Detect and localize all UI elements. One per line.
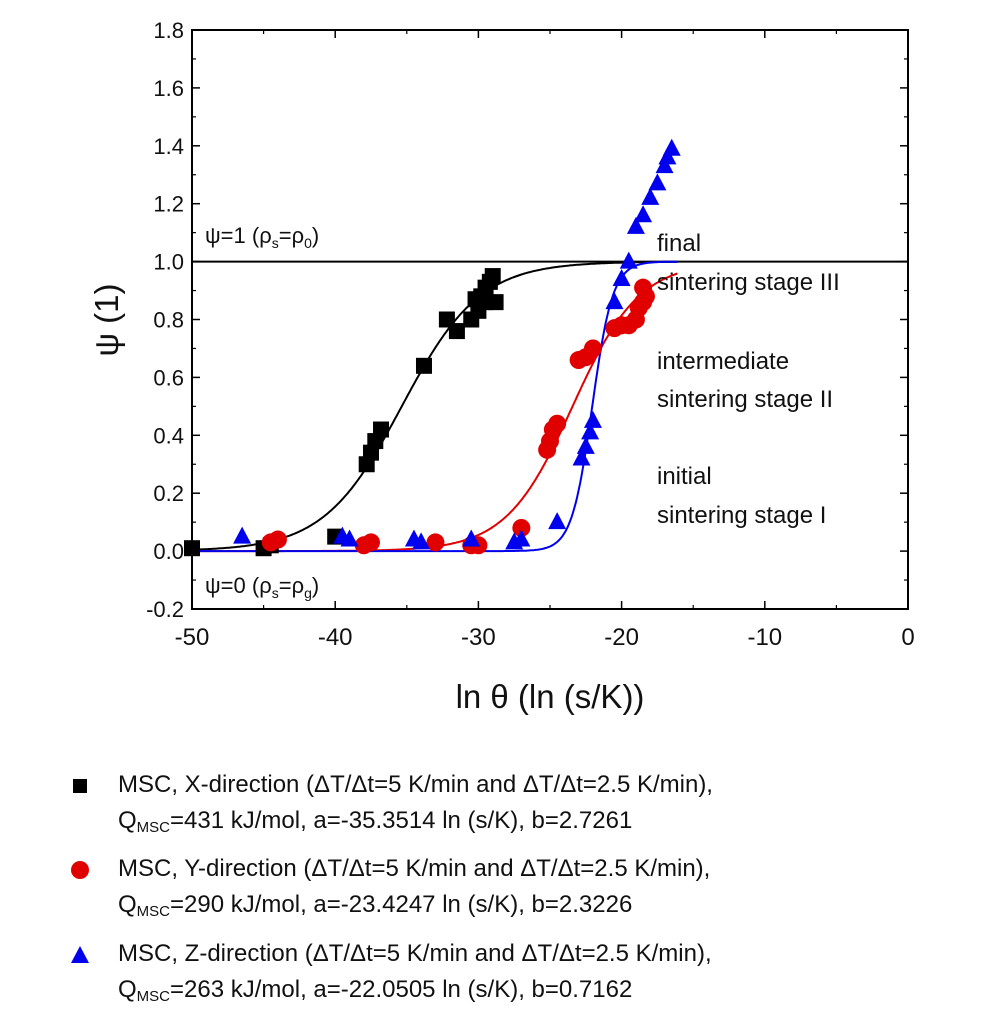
stage3-line1: final bbox=[657, 230, 701, 257]
data-point-triangle bbox=[626, 216, 645, 234]
x-tick-label: -50 bbox=[175, 624, 210, 651]
data-point-circle bbox=[426, 533, 445, 552]
y-axis-label: ψ (1) bbox=[88, 283, 125, 356]
data-point-circle bbox=[583, 339, 602, 358]
stage1-line1: initial bbox=[657, 463, 712, 490]
stage2-line2: sintering stage II bbox=[657, 386, 833, 413]
data-point-triangle bbox=[412, 532, 431, 550]
msc-chart: -50 -40 -30 -20 -10 0 -0.2 0.0 0.2 0.4 0.6 0.8 1.0 1.… bbox=[88, 18, 915, 715]
data-point-circle bbox=[268, 530, 287, 549]
data-point-triangle bbox=[576, 436, 595, 454]
data-point-triangle bbox=[648, 173, 667, 191]
data-point-square bbox=[184, 540, 200, 557]
data-point-triangle bbox=[233, 526, 252, 544]
y-tick-label: 0.8 bbox=[153, 308, 184, 333]
data-point-triangle bbox=[619, 251, 638, 269]
data-points bbox=[184, 138, 681, 557]
y-tick-label: 1.2 bbox=[153, 192, 184, 217]
data-point-triangle bbox=[462, 529, 481, 547]
fit-curve-2 bbox=[192, 260, 678, 553]
data-point-triangle bbox=[581, 422, 600, 440]
data-point-triangle bbox=[612, 268, 631, 286]
y-tick-label: 0.6 bbox=[153, 365, 184, 390]
data-point-triangle bbox=[583, 410, 602, 428]
fit-curves bbox=[191, 260, 678, 553]
fit-curve-1 bbox=[192, 272, 678, 553]
circle-marker-icon bbox=[71, 861, 89, 879]
annotation-psi0: ψ=0 (ρs=ρg) bbox=[205, 573, 319, 601]
data-point-circle bbox=[362, 533, 380, 552]
x-axis-label: ln θ (ln (s/K)) bbox=[456, 678, 645, 715]
data-point-triangle bbox=[512, 529, 531, 547]
stage3-line2: sintering stage III bbox=[657, 269, 840, 296]
legend-z-line2: QMSC=263 kJ/mol, a=-22.0505 ln (s/K), b=… bbox=[118, 976, 633, 1005]
axis-ticks: -50 -40 -30 -20 -10 0 -0.2 0.0 0.2 0.4 0.6 0.8 1.0 1.… bbox=[146, 18, 915, 651]
x-tick-label: -40 bbox=[318, 624, 353, 651]
legend-z-line1: MSC, Z-direction (ΔT/Δt=5 K/min and ΔT/Δ… bbox=[118, 940, 712, 967]
fit-curve-0 bbox=[191, 260, 678, 551]
y-tick-label: 0.4 bbox=[153, 423, 184, 448]
data-point-triangle bbox=[655, 156, 674, 174]
legend-y-line2: QMSC=290 kJ/mol, a=-23.4247 ln (s/K), b=… bbox=[118, 891, 633, 920]
data-point-triangle bbox=[340, 529, 359, 547]
legend-x-line2: QMSC=431 kJ/mol, a=-35.3514 ln (s/K), b=… bbox=[118, 807, 633, 836]
data-point-triangle bbox=[605, 292, 624, 310]
data-point-triangle bbox=[658, 147, 677, 165]
data-point-triangle bbox=[662, 138, 681, 156]
legend-y-line1: MSC, Y-direction (ΔT/Δt=5 K/min and ΔT/Δ… bbox=[118, 855, 711, 882]
y-tick-label: 1.0 bbox=[153, 250, 184, 275]
y-tick-label: -0.2 bbox=[146, 597, 184, 622]
x-tick-label: -20 bbox=[604, 624, 639, 651]
square-marker-icon bbox=[73, 779, 87, 793]
y-tick-label: 0.0 bbox=[153, 539, 184, 564]
y-tick-label: 1.4 bbox=[153, 134, 184, 159]
data-point-square bbox=[487, 294, 504, 311]
annotation-psi1: ψ=1 (ρs=ρ0) bbox=[205, 223, 319, 251]
data-point-circle bbox=[634, 278, 653, 297]
data-point-circle bbox=[548, 414, 567, 433]
data-point-square bbox=[415, 357, 432, 374]
data-point-triangle bbox=[641, 187, 660, 205]
x-tick-label: -30 bbox=[461, 624, 496, 651]
stage1-line2: sintering stage I bbox=[657, 502, 826, 529]
data-point-triangle bbox=[548, 512, 567, 530]
data-point-square bbox=[467, 291, 484, 308]
x-tick-label: -10 bbox=[747, 624, 782, 651]
data-point-square bbox=[373, 421, 390, 438]
data-point-square bbox=[448, 323, 465, 340]
data-point-square bbox=[484, 268, 501, 285]
data-point-triangle bbox=[634, 205, 653, 223]
stage2-line1: intermediate bbox=[657, 348, 789, 375]
triangle-marker-icon bbox=[71, 946, 89, 963]
legend-x-line1: MSC, X-direction (ΔT/Δt=5 K/min and ΔT/Δ… bbox=[118, 771, 713, 798]
x-tick-label: 0 bbox=[901, 624, 914, 651]
data-point-circle bbox=[512, 518, 531, 537]
y-tick-label: 1.6 bbox=[153, 76, 184, 101]
y-tick-label: 1.8 bbox=[153, 18, 184, 43]
y-tick-label: 0.2 bbox=[153, 481, 184, 506]
data-point-triangle bbox=[572, 448, 591, 466]
